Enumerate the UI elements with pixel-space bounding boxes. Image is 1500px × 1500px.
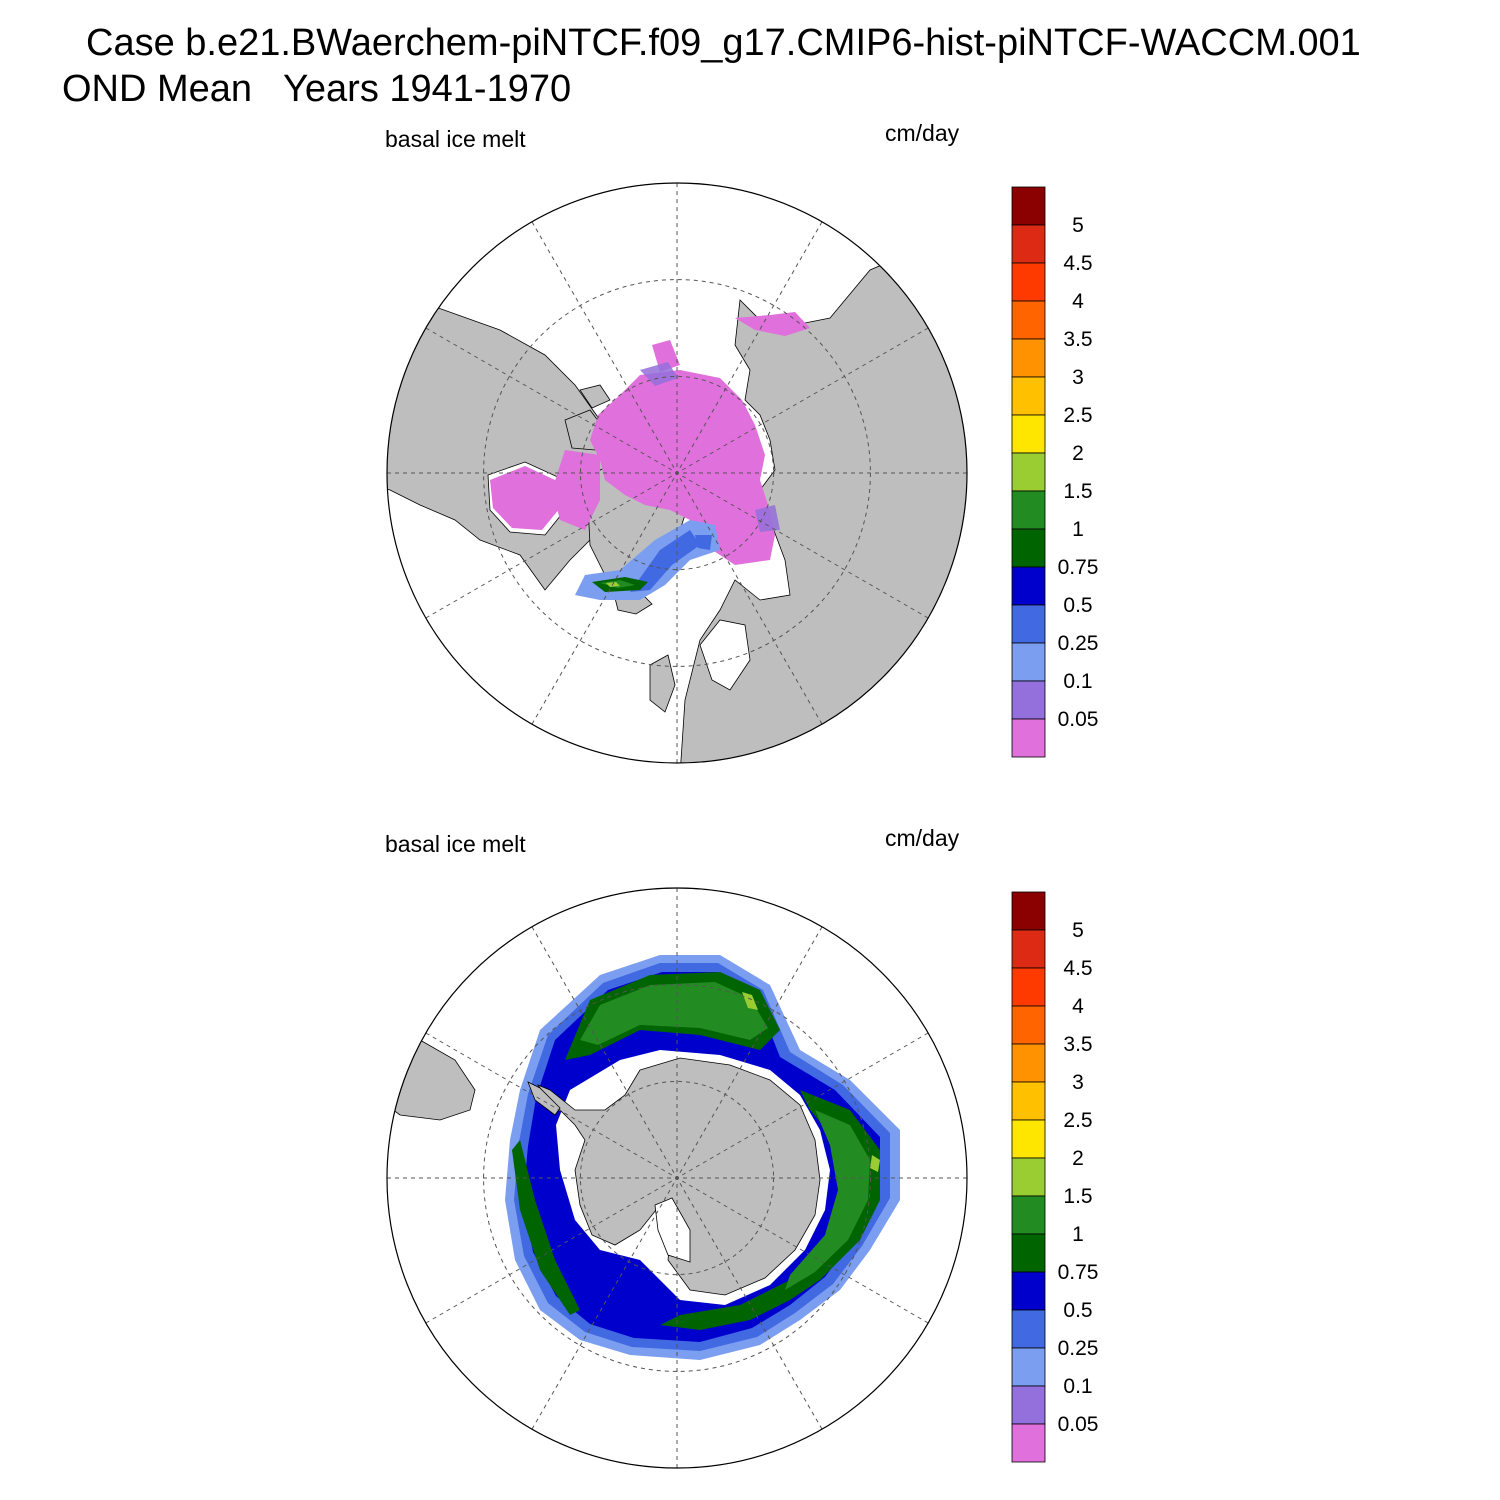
ross-sea [654,1197,691,1263]
north-melt-0-0.05-bering [652,340,680,372]
colorbar-tick-label: 0.05 [1058,708,1099,731]
colorbar-tick-label: 2.5 [1063,1109,1092,1132]
north-melt-0-0.05-okhotsk [735,312,810,336]
colorbar-swatch [1011,642,1046,682]
colorbar-tick-label: 0.75 [1058,1261,1099,1284]
colorbar-swatch [1011,262,1046,302]
colorbar-tick-label: 3 [1072,1071,1084,1094]
colorbar-tick-label: 1.5 [1063,1185,1092,1208]
north-variable-label: basal ice melt [385,126,526,152]
colorbar-swatch [1011,224,1046,264]
south-variable-label: basal ice melt [385,831,526,857]
colorbar-swatch [1011,1347,1046,1387]
colorbar-swatch [1011,891,1046,931]
colorbar-swatch [1011,1271,1046,1311]
british-isles [649,654,676,713]
colorbar-tick-label: 2.5 [1063,404,1092,427]
case-title: Case b.e21.BWaerchem-piNTCF.f09_g17.CMIP… [86,22,1361,64]
south-map-border [386,887,968,1469]
colorbar-swatch [1011,452,1046,492]
colorbar-swatch [1011,680,1046,720]
colorbar-tick-label: 4 [1072,995,1084,1018]
colorbar-swatch [1011,186,1046,226]
colorbar-tick-label: 0.5 [1063,594,1092,617]
colorbar-tick-label: 2 [1072,442,1084,465]
colorbar-tick-label: 0.25 [1058,632,1099,655]
colorbar-tick-label: 5 [1072,919,1084,942]
period-title: OND Mean Years 1941-1970 [62,68,572,110]
colorbar-swatch [1011,1157,1046,1197]
north-melt-0-0.05-hudson [490,466,560,530]
baltic-sea [699,619,751,691]
south-colorbar: 5 4.5 4 3.5 3 2.5 2 1.5 1 0.75 0.5 0.25 0.1 0.05 [1011,891,1099,1463]
colorbar-tick-label: 5 [1072,214,1084,237]
colorbar-swatch [1011,338,1046,378]
colorbar-swatch [1011,1119,1046,1159]
colorbar-tick-label: 0.05 [1058,1413,1099,1436]
colorbar-tick-label: 0.75 [1058,556,1099,579]
colorbar-swatch [1011,1043,1046,1083]
north-units-label: cm/day [885,120,960,146]
colorbar-tick-label: 1 [1072,518,1084,541]
antarctica [536,1057,821,1296]
colorbar-swatch [1011,1423,1046,1463]
colorbar-tick-label: 0.1 [1063,670,1092,693]
north-melt-0.05-0.1 [640,362,780,532]
colorbar-swatch [1011,566,1046,606]
colorbar-swatch [1011,1195,1046,1235]
colorbar-swatch [1011,967,1046,1007]
colorbar-swatch [1011,1081,1046,1121]
south-units-label: cm/day [885,825,960,851]
colorbar-tick-label: 4.5 [1063,252,1092,275]
colorbar-tick-label: 0.1 [1063,1375,1092,1398]
south-melt-1-1.5 [580,982,870,1290]
colorbar-swatch [1011,604,1046,644]
colorbar-swatch [1011,1385,1046,1425]
colorbar-swatch [1011,929,1046,969]
colorbar-swatch [1011,300,1046,340]
north-melt-0-0.05 [590,370,775,565]
south-melt-0.75-1-pacific [512,1140,580,1315]
colorbar-swatch [1011,376,1046,416]
colorbar-tick-label: 3.5 [1063,1033,1092,1056]
colorbar-swatch [1011,1005,1046,1045]
antarctic-peninsula [527,1081,561,1116]
north-melt-0.25-0.5 [630,530,712,592]
south-melt-0.75-1-indian [660,1090,880,1330]
south-polar-map [386,887,968,1469]
colorbar-tick-label: 1.5 [1063,480,1092,503]
colorbar-tick-label: 3 [1072,366,1084,389]
meridian-line [425,1032,929,1324]
colorbar-swatch [1011,1233,1046,1273]
colorbar-swatch [1011,1309,1046,1349]
colorbar-tick-label: 1 [1072,1223,1084,1246]
meridian-line [425,327,929,619]
north-map-border [386,182,968,764]
colorbar-tick-label: 0.5 [1063,1299,1092,1322]
north-colorbar: 5 4.5 4 3.5 3 2.5 2 1.5 1 0.75 0.5 0.25 0.1 0.05 [1011,186,1099,758]
colorbar-swatch [1011,528,1046,568]
colorbar-tick-label: 0.25 [1058,1337,1099,1360]
colorbar-tick-label: 4.5 [1063,957,1092,980]
colorbar-swatch [1011,718,1046,758]
north-polar-map [386,182,968,764]
colorbar-tick-label: 2 [1072,1147,1084,1170]
colorbar-tick-label: 4 [1072,290,1084,313]
colorbar-swatch [1011,490,1046,530]
colorbar-swatch [1011,414,1046,454]
colorbar-tick-label: 3.5 [1063,328,1092,351]
